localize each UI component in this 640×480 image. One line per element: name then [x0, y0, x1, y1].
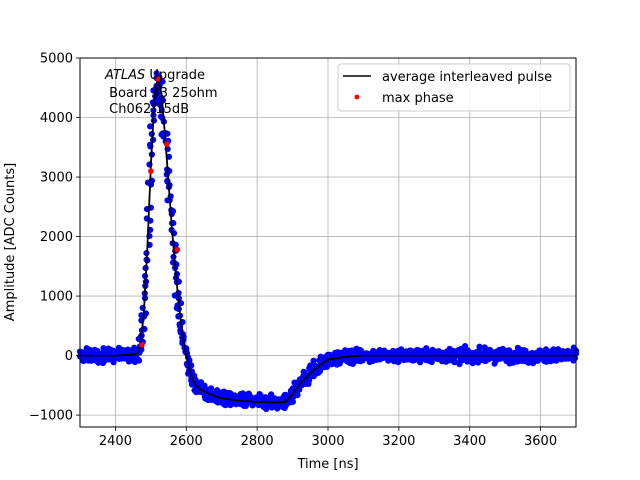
x-tick-label-3200: 3200 [382, 434, 415, 449]
sample-point [370, 347, 377, 354]
x-tick-label-3000: 3000 [311, 434, 344, 449]
annotation-line-1: ATLAS Upgrade [104, 68, 205, 83]
axis-ticks: 2400 2600 2800 3000 3200 3400 3600 −1000 0 1000 20… [29, 52, 557, 450]
sample-point [100, 345, 107, 352]
annotation-line1-rest: Upgrade [145, 68, 205, 83]
x-tick-label-2600: 2600 [170, 434, 203, 449]
x-tick-label-3600: 3600 [524, 434, 557, 449]
y-tick-label-4000: 4000 [40, 111, 73, 126]
annotation-experiment: ATLAS [104, 68, 145, 83]
y-tick-label-0: 0 [65, 349, 73, 364]
sample-point [147, 123, 154, 130]
max-phase-point [148, 168, 154, 174]
sample-point [306, 364, 313, 371]
sample-point [469, 360, 476, 367]
sample-point [570, 357, 577, 364]
y-tick-label--1000: −1000 [29, 409, 73, 424]
y-tick-label-2000: 2000 [40, 230, 73, 245]
average-pulse-line [80, 75, 576, 404]
annotation-line-2: Board 33 25ohm [105, 86, 218, 101]
y-tick-label-5000: 5000 [40, 52, 73, 67]
legend-label-average: average interleaved pulse [382, 70, 552, 85]
max-phase-point [164, 141, 170, 148]
sample-point [310, 357, 317, 364]
sample-point [423, 345, 430, 352]
max-phase-layer [139, 76, 181, 348]
y-axis-title: Amplitude [ADC Counts] [3, 163, 18, 321]
x-tick-label-2400: 2400 [99, 434, 132, 449]
sample-point [281, 404, 288, 412]
annotation-line-3: Ch062 15dB [105, 102, 189, 117]
sample-point [294, 392, 301, 399]
x-tick-label-3400: 3400 [453, 434, 486, 449]
average-pulse-layer [80, 75, 576, 404]
legend: average interleaved pulse max phase [337, 63, 571, 112]
x-axis-title: Time [ns] [296, 457, 358, 472]
legend-box [337, 63, 571, 112]
legend-point-swatch [354, 94, 360, 100]
sample-point [464, 347, 471, 354]
sample-point [310, 373, 317, 380]
sample-point [268, 391, 275, 398]
atlas-annotation: ATLAS Upgrade Board 33 25ohm Ch062 15dB [104, 68, 218, 117]
max-phase-point [155, 76, 161, 82]
sample-point [110, 359, 117, 366]
sample-point [159, 78, 166, 85]
x-tick-label-2800: 2800 [241, 434, 274, 449]
legend-label-max-phase: max phase [382, 91, 454, 106]
max-phase-point [139, 342, 145, 348]
sample-point [119, 346, 127, 354]
sample-point [481, 344, 488, 351]
sample-point [241, 391, 248, 398]
max-phase-point [174, 246, 181, 253]
y-tick-label-3000: 3000 [40, 171, 73, 186]
y-tick-label-1000: 1000 [40, 290, 73, 305]
